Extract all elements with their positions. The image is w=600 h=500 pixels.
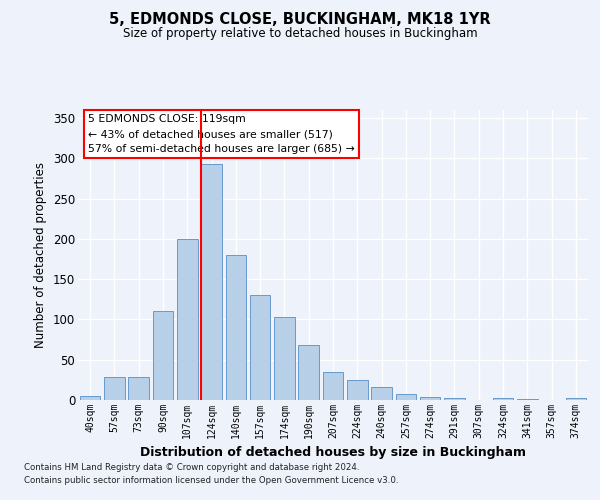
Text: Contains HM Land Registry data © Crown copyright and database right 2024.: Contains HM Land Registry data © Crown c… bbox=[24, 464, 359, 472]
X-axis label: Distribution of detached houses by size in Buckingham: Distribution of detached houses by size … bbox=[140, 446, 526, 460]
Bar bbox=[371, 387, 392, 400]
Bar bbox=[226, 255, 246, 400]
Bar bbox=[298, 345, 319, 400]
Text: Size of property relative to detached houses in Buckingham: Size of property relative to detached ho… bbox=[122, 28, 478, 40]
Bar bbox=[177, 239, 197, 400]
Text: 5 EDMONDS CLOSE: 119sqm
← 43% of detached houses are smaller (517)
57% of semi-d: 5 EDMONDS CLOSE: 119sqm ← 43% of detache… bbox=[88, 114, 355, 154]
Bar bbox=[201, 164, 222, 400]
Bar bbox=[420, 397, 440, 400]
Text: 5, EDMONDS CLOSE, BUCKINGHAM, MK18 1YR: 5, EDMONDS CLOSE, BUCKINGHAM, MK18 1YR bbox=[109, 12, 491, 28]
Bar bbox=[566, 398, 586, 400]
Bar bbox=[250, 296, 271, 400]
Bar bbox=[493, 398, 514, 400]
Bar bbox=[323, 372, 343, 400]
Bar bbox=[274, 317, 295, 400]
Bar bbox=[104, 378, 125, 400]
Bar bbox=[395, 394, 416, 400]
Text: Contains public sector information licensed under the Open Government Licence v3: Contains public sector information licen… bbox=[24, 476, 398, 485]
Bar bbox=[347, 380, 368, 400]
Y-axis label: Number of detached properties: Number of detached properties bbox=[34, 162, 47, 348]
Bar bbox=[444, 398, 465, 400]
Bar bbox=[128, 378, 149, 400]
Bar bbox=[517, 399, 538, 400]
Bar bbox=[152, 312, 173, 400]
Bar bbox=[80, 396, 100, 400]
